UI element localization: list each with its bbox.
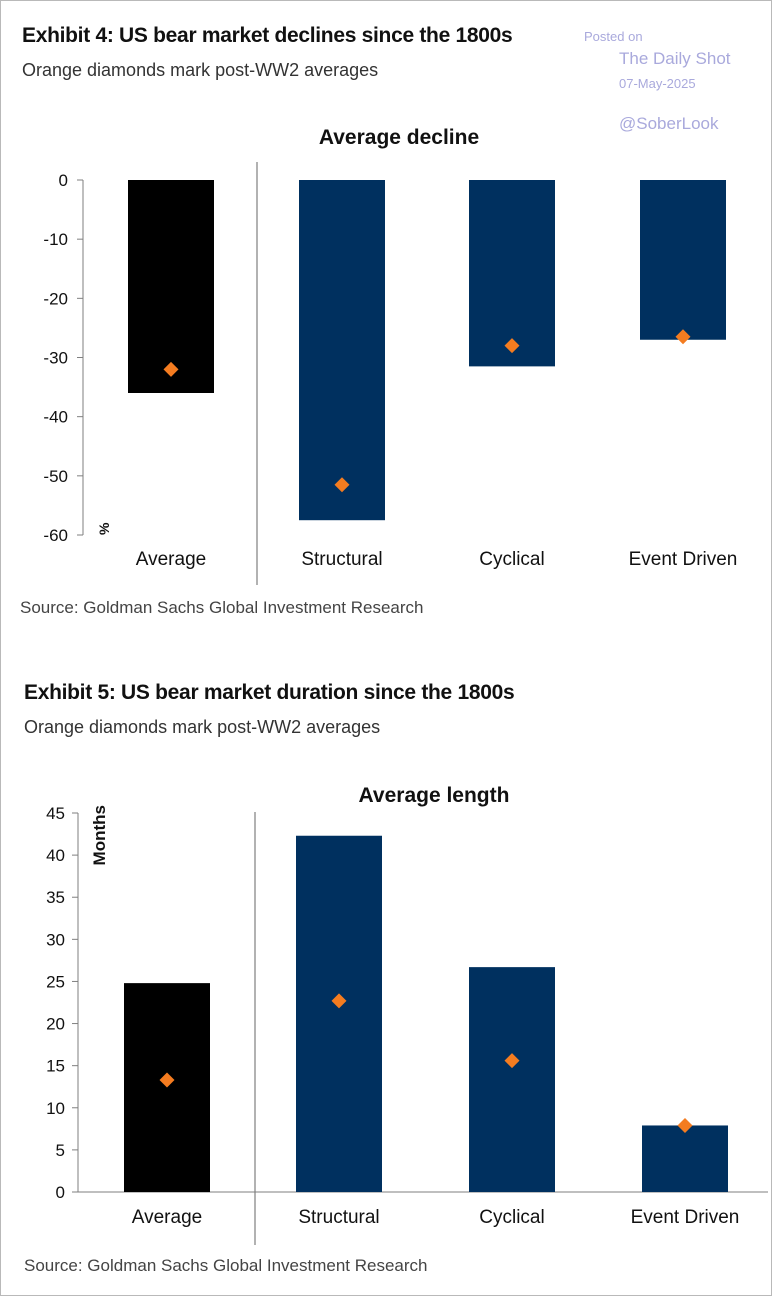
chart5-diamond-average <box>159 1072 175 1088</box>
chart4-y-tick-label: -60 <box>43 526 68 545</box>
chart4-y-tick-label: -10 <box>43 230 68 249</box>
chart5-y-tick-label: 45 <box>46 804 65 823</box>
chart5-bar-average <box>124 983 210 1192</box>
chart5-y-axis-label: Months <box>90 805 109 865</box>
chart5-category-label-structural: Structural <box>298 1207 379 1228</box>
chart4-category-label-cyclical: Cyclical <box>479 549 544 570</box>
exhibit4-subtitle: Orange diamonds mark post-WW2 averages <box>22 60 379 80</box>
chart4-category-label-event-driven: Event Driven <box>629 549 738 570</box>
exhibit4-title: Exhibit 4: US bear market declines since… <box>22 24 513 47</box>
chart4-y-tick-label: -40 <box>43 408 68 427</box>
chart4-y-tick-label: 0 <box>59 171 68 190</box>
chart4-bar-event-driven <box>640 180 726 340</box>
duration-chart: Average length 0 5 10 15 20 25 30 35 40 45 Months Av… <box>46 784 768 1245</box>
chart4-diamond-average <box>163 361 179 377</box>
chart5-y-tick-label: 10 <box>46 1099 65 1118</box>
chart5-bar-structural <box>296 835 382 1192</box>
chart4-y-tick-label: -30 <box>43 349 68 368</box>
chart5-y-tick-label: 30 <box>46 930 65 949</box>
chart4-category-label-structural: Structural <box>301 549 382 570</box>
chart4-bar-average <box>128 180 214 393</box>
decline-chart: Average decline 0 -10 -20 -30 -40 -50 -60 % Avera… <box>43 126 738 585</box>
watermark-date: 07-May-2025 <box>619 76 696 91</box>
chart4-bar-structural <box>299 180 385 521</box>
chart5-y-tick-label: 5 <box>56 1141 65 1160</box>
chart5-bar-event-driven <box>642 1125 728 1192</box>
chart5-y-tick-label: 40 <box>46 846 65 865</box>
chart4-title: Average decline <box>319 126 479 149</box>
chart5-category-label-average: Average <box>132 1207 202 1228</box>
chart5-diamond-cyclical <box>504 1053 520 1069</box>
chart4-diamond-structural <box>334 477 350 493</box>
chart4-diamond-cyclical <box>504 338 520 354</box>
chart5-title: Average length <box>359 784 510 807</box>
exhibit4-source: Source: Goldman Sachs Global Investment … <box>20 598 424 617</box>
chart5-category-label-event-driven: Event Driven <box>631 1207 740 1228</box>
chart4-diamond-event-driven <box>675 329 691 345</box>
watermark-site: The Daily Shot <box>619 49 731 68</box>
chart5-category-label-cyclical: Cyclical <box>479 1207 544 1228</box>
chart5-diamond-structural <box>331 993 347 1009</box>
chart4-category-label-average: Average <box>136 549 206 570</box>
watermark-handle: @SoberLook <box>619 114 719 133</box>
chart4-y-axis-label: % <box>96 522 112 535</box>
chart5-y-tick-label: 35 <box>46 888 65 907</box>
chart5-bar-cyclical <box>469 967 555 1192</box>
exhibit5-title: Exhibit 5: US bear market duration since… <box>24 681 515 704</box>
watermark-posted-on: Posted on <box>584 29 643 44</box>
chart5-y-tick-label: 0 <box>56 1183 65 1202</box>
chart5-y-tick-label: 25 <box>46 972 65 991</box>
chart5-y-tick-label: 15 <box>46 1057 65 1076</box>
chart4-y-tick-label: -20 <box>43 289 68 308</box>
chart4-y-tick-label: -50 <box>43 467 68 486</box>
chart4-bar-cyclical <box>469 180 555 367</box>
exhibit5-source: Source: Goldman Sachs Global Investment … <box>24 1256 428 1275</box>
chart5-diamond-event-driven <box>677 1117 693 1133</box>
chart5-y-tick-label: 20 <box>46 1015 65 1034</box>
exhibit5-subtitle: Orange diamonds mark post-WW2 averages <box>24 717 381 737</box>
